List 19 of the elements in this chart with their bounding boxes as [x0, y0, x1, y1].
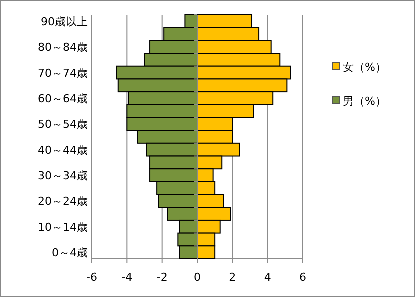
legend-label: 男（%）	[343, 95, 386, 108]
y-tick-label: 80～84歳	[38, 41, 88, 54]
x-tick-label: -2	[156, 271, 168, 284]
x-tick-label: 0	[194, 271, 201, 284]
x-tick-label: -6	[86, 271, 98, 284]
y-tick-label: 10～14歳	[38, 220, 88, 234]
y-tick-label: 60～64歳	[38, 92, 88, 106]
x-tick-label: -4	[122, 271, 133, 284]
y-tick-label: 20～24歳	[38, 195, 88, 208]
y-tick-label: 30～34歳	[38, 170, 88, 183]
y-tick-label: 90歳以上	[41, 15, 88, 28]
y-tick-label: 40～44歳	[38, 144, 88, 157]
y-tick-label: 70～74歳	[38, 66, 88, 80]
y-tick-label: 0～4歳	[52, 246, 88, 260]
y-tick-label: 50～54歳	[38, 118, 88, 132]
x-tick-label: 4	[264, 271, 272, 284]
x-tick-label: 6	[300, 271, 306, 284]
legend-label: 女（%）	[343, 61, 386, 74]
x-tick-label: 2	[229, 271, 236, 284]
